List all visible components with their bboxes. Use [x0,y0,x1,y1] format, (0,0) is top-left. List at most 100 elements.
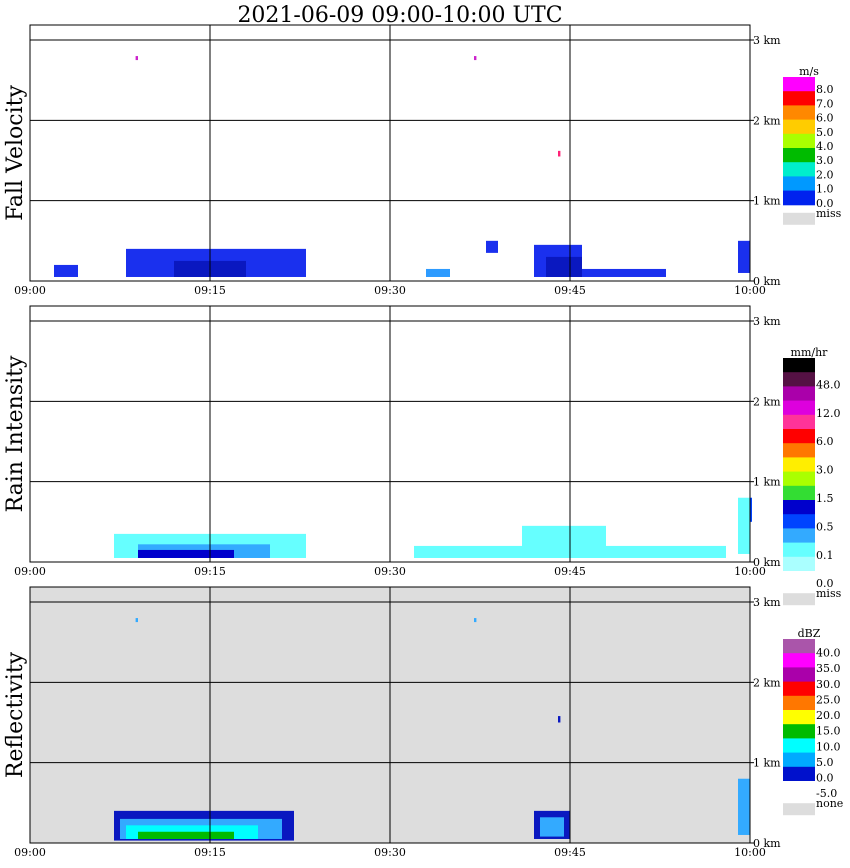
echo-cell [738,497,750,554]
legend-swatch [783,781,815,796]
legend-label: 5.0 [816,126,834,139]
legend-label: 15.0 [816,725,841,738]
y-tick-label: 2 km [753,395,781,408]
legend-miss-swatch [783,212,815,225]
legend-swatch [783,752,815,768]
color-legend: dBZ 40.0 35.0 30.0 25.0 20.0 15.0 10.0 5.0 0.0 -5.… [783,627,843,816]
panel-fall-velocity: 0 km 1 km 2 km 3 km 09:00 09:15 09:30 09:45 10:0… [3,24,842,297]
y-tick-label: 0 km [753,837,781,850]
echo-cell [486,240,498,253]
legend-swatch [783,571,815,586]
x-tick-label: 09:00 [14,284,46,297]
legend-swatch [783,542,815,558]
echo-cell [522,525,606,558]
legend-label: 3.0 [816,154,834,167]
legend-swatch [783,471,815,487]
legend-swatch [783,514,815,529]
legend-swatch [783,500,815,515]
echo-cell [738,240,750,273]
legend-label: 5.0 [816,756,834,769]
legend-label: 6.0 [816,435,834,448]
legend-swatch [783,414,815,430]
y-tick-label: 3 km [753,315,781,328]
legend-swatch [783,91,815,106]
echo-cell [558,716,561,723]
legend-swatch [783,133,815,149]
x-tick-label: 09:45 [554,846,586,859]
y-tick-label: 3 km [753,34,781,47]
legend-swatch [783,119,815,135]
legend-swatch [783,457,815,473]
legend-swatch [783,556,815,572]
x-tick-label: 10:00 [734,284,766,297]
x-tick-label: 09:15 [194,284,226,297]
echo-cell [546,256,582,277]
legend-label: 6.0 [816,112,834,125]
legend-swatch [783,681,815,697]
legend-label: 7.0 [816,97,834,110]
echo-cell [135,618,138,623]
legend-label: 1.5 [816,492,834,505]
legend-label: 0.0 [816,577,834,590]
echo-cell [738,778,750,835]
plot-frame [29,24,751,282]
legend-miss-swatch [783,803,815,816]
x-tick-label: 10:00 [734,846,766,859]
legend-swatch [783,148,815,163]
echo-cell [540,817,564,837]
legend-swatch [783,766,815,782]
legend-label: 4.0 [816,140,834,153]
legend-swatch [783,695,815,711]
legend-label: 10.0 [816,740,841,753]
legend-unit: mm/hr [791,346,829,359]
legend-miss-label: miss [816,587,842,600]
panel-reflectivity: 0 km 1 km 2 km 3 km 09:00 09:15 09:30 09:45 10:0… [3,586,843,859]
legend-label: 40.0 [816,647,841,660]
x-tick-label: 09:45 [554,565,586,578]
echo-cell [426,268,450,277]
legend-swatch [783,724,815,739]
legend-swatch [783,77,815,92]
legend-label: 20.0 [816,709,841,722]
x-tick-label: 09:30 [374,846,406,859]
plot-frame [29,305,751,563]
echo-cell [558,150,561,157]
y-tick-label: 1 km [753,757,781,770]
legend-label: 30.0 [816,678,841,691]
y-tick-label: 3 km [753,596,781,609]
legend-swatch [783,429,815,444]
legend-swatch [783,653,815,668]
legend-swatch [783,667,815,683]
legend-swatch [783,162,815,177]
legend-swatch [783,176,815,192]
legend-unit: m/s [799,65,819,78]
legend-label: 8.0 [816,83,834,96]
legend-label: 0.0 [816,197,834,210]
legend-miss-swatch [783,593,815,606]
legend-label: 2.0 [816,168,834,181]
y-tick-label: 2 km [753,114,781,127]
legend-label: 1.0 [816,183,834,196]
figure-title: 2021-06-09 09:00-10:00 UTC [237,3,562,28]
legend-label: 25.0 [816,693,841,706]
legend-swatch [783,485,815,501]
legend-swatch [783,710,815,725]
legend-swatch [783,190,815,206]
echo-cell [138,831,234,839]
legend-label: 0.5 [816,520,834,533]
y-tick-label: 0 km [753,556,781,569]
legend-swatch [783,386,815,402]
legend-swatch [783,443,815,458]
legend-swatch [783,738,815,754]
panel-rain-intensity: 0 km 1 km 2 km 3 km 09:00 09:15 09:30 09:45 10:0… [3,305,842,606]
y-tick-label: 2 km [753,676,781,689]
y-axis-label: Fall Velocity [3,85,28,221]
x-tick-label: 09:30 [374,565,406,578]
y-tick-label: 1 km [753,476,781,489]
legend-label: 0.1 [816,549,834,562]
y-axis-label: Rain Intensity [3,355,28,512]
legend-label: 0.0 [816,772,834,785]
